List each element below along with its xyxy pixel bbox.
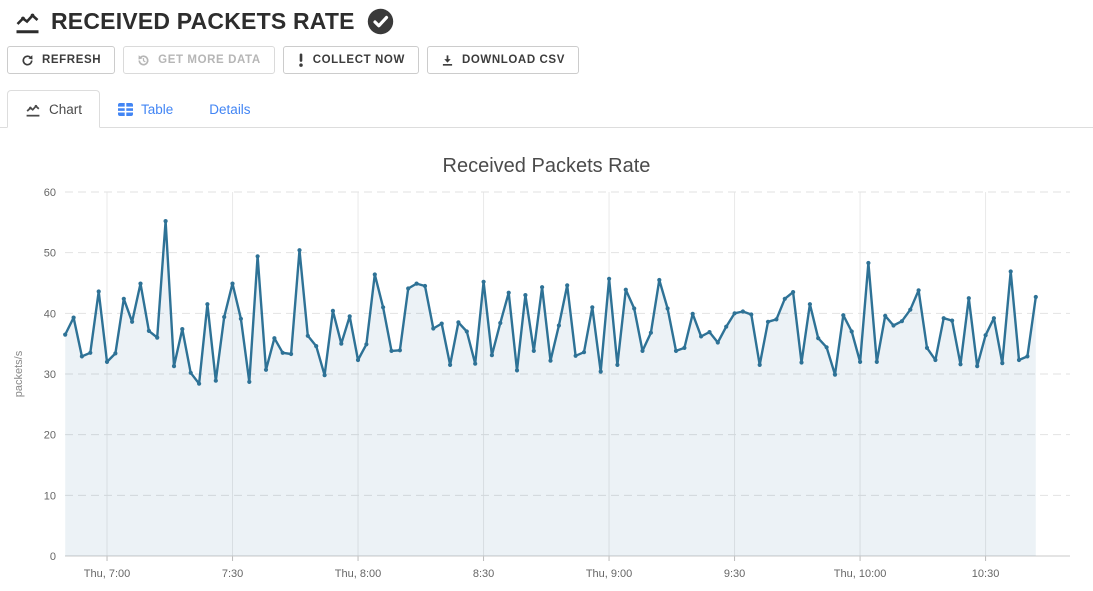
page-header: RECEIVED PACKETS RATE	[0, 0, 1093, 35]
svg-text:40: 40	[44, 308, 56, 320]
toolbar: REFRESH GET MORE DATA COLLECT NOW	[0, 35, 1093, 74]
tab-chart[interactable]: Chart	[7, 90, 101, 128]
history-icon	[137, 54, 150, 67]
line-chart-icon	[25, 103, 41, 117]
table-icon	[118, 103, 134, 116]
svg-text:30: 30	[44, 369, 56, 381]
svg-text:Thu, 7:00: Thu, 7:00	[84, 568, 130, 580]
collect-now-button[interactable]: COLLECT NOW	[282, 46, 419, 74]
download-csv-button[interactable]: DOWNLOAD CSV	[426, 46, 579, 74]
tab-details[interactable]: Details	[191, 90, 268, 128]
tab-table-label: Table	[141, 102, 174, 117]
get-more-data-button[interactable]: GET MORE DATA	[123, 46, 275, 74]
tab-table[interactable]: Table	[100, 90, 191, 128]
exclamation-icon	[297, 53, 305, 67]
tab-chart-label: Chart	[49, 102, 83, 117]
chart-grid	[65, 191, 1070, 561]
refresh-button-label: REFRESH	[42, 54, 102, 66]
svg-text:60: 60	[44, 187, 56, 199]
tab-details-label: Details	[209, 102, 251, 117]
svg-text:Thu, 10:00: Thu, 10:00	[834, 568, 887, 580]
chart-canvas: Thu, 7:00 7:30 Thu, 8:00 8:30 Thu, 9:00 9:30 T…	[13, 187, 1070, 580]
download-csv-button-label: DOWNLOAD CSV	[461, 54, 565, 66]
svg-text:10: 10	[44, 490, 56, 502]
svg-text:8:30: 8:30	[473, 568, 494, 580]
check-circle-icon	[367, 8, 394, 35]
page-title: RECEIVED PACKETS RATE	[51, 8, 355, 34]
refresh-icon	[21, 54, 34, 67]
chart-axis-labels: Thu, 7:00 7:30 Thu, 8:00 8:30 Thu, 9:00 9:30 T…	[13, 187, 999, 580]
svg-text:0: 0	[50, 551, 56, 563]
line-chart-icon	[14, 10, 41, 34]
get-more-data-button-label: GET MORE DATA	[158, 54, 261, 66]
svg-text:9:30: 9:30	[724, 568, 745, 580]
chart-series	[63, 219, 1038, 556]
download-icon	[441, 54, 454, 67]
svg-text:7:30: 7:30	[222, 568, 243, 580]
tab-bar: Chart Table Details	[0, 90, 1093, 128]
svg-text:10:30: 10:30	[972, 568, 1000, 580]
chart-title: Received Packets Rate	[442, 155, 651, 177]
refresh-button[interactable]: REFRESH	[7, 46, 116, 74]
svg-text:Thu, 9:00: Thu, 9:00	[586, 568, 632, 580]
svg-text:Thu, 8:00: Thu, 8:00	[335, 568, 381, 580]
chart-panel: Received Packets Rate Thu, 7:00 7:30 Thu, …	[0, 152, 1093, 584]
svg-text:20: 20	[44, 430, 56, 442]
collect-now-button-label: COLLECT NOW	[312, 54, 405, 66]
svg-text:50: 50	[44, 248, 56, 260]
y-axis-title: packets/s	[13, 350, 25, 397]
